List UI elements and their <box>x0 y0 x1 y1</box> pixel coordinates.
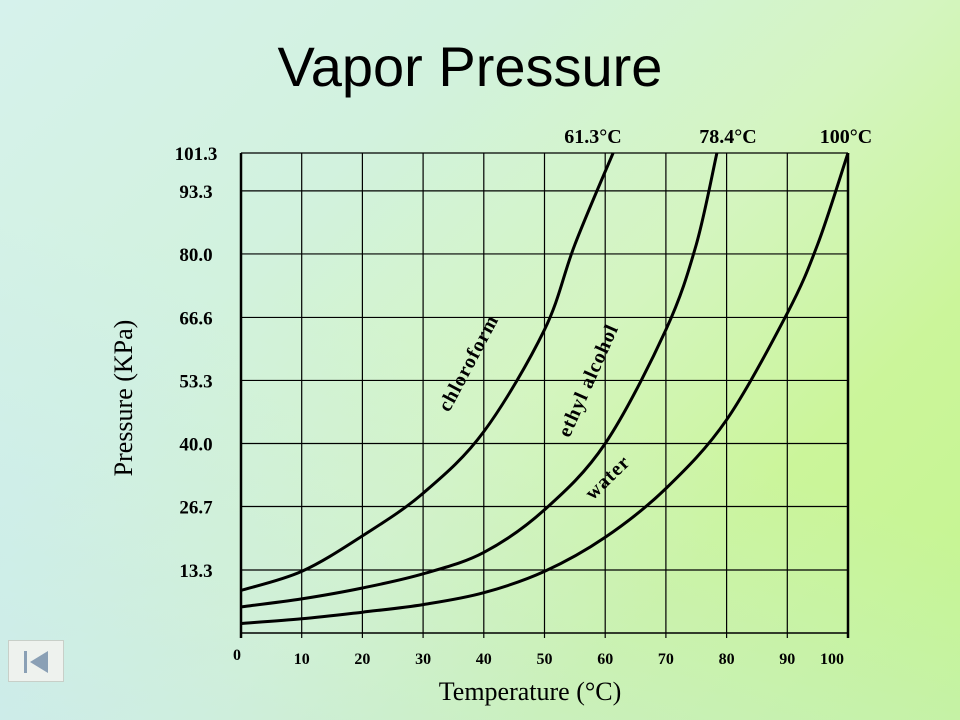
x-tick-label: 50 <box>537 651 553 668</box>
y-tick-labels: 13.3 26.7 40.0 53.3 66.6 80.0 93.3 101.3 <box>175 144 218 582</box>
series-line-water <box>240 152 850 625</box>
y-tick-label: 13.3 <box>179 561 212 582</box>
x-tick-label: 40 <box>476 651 492 668</box>
x-tick-label: 10 <box>294 651 310 668</box>
series-line-ethyl-alcohol <box>240 152 719 609</box>
y-tick-label: 53.3 <box>179 371 212 392</box>
x-axis-title: Temperature (°C) <box>439 677 622 706</box>
y-tick-label: 80.0 <box>179 245 212 266</box>
x-tick-label: 30 <box>415 651 431 668</box>
boiling-point-label: 78.4°C <box>699 126 756 148</box>
y-tick-label: 40.0 <box>179 434 212 455</box>
boiling-point-label: 61.3°C <box>564 126 621 148</box>
boiling-point-labels: 61.3°C 78.4°C 100°C <box>564 126 872 148</box>
x-tick-label: 80 <box>719 651 735 668</box>
first-slide-icon <box>24 651 27 673</box>
page-title: Vapor Pressure <box>277 35 663 98</box>
y-tick-label: 101.3 <box>175 144 218 165</box>
x-tick-label: 0 <box>233 647 241 664</box>
x-tick-label: 60 <box>597 651 613 668</box>
x-tick-label: 70 <box>658 651 674 668</box>
first-slide-button[interactable] <box>8 640 64 682</box>
x-tick-label: 100 <box>820 651 844 668</box>
series-line-chloroform <box>240 152 615 592</box>
series-label: chloroform <box>434 311 503 415</box>
x-tick-labels: 0 10 20 30 40 50 60 70 80 90 100 <box>233 647 844 668</box>
y-axis-title: Pressure (KPa) <box>109 320 138 477</box>
y-tick-label: 26.7 <box>179 497 213 518</box>
series-label: water <box>581 451 635 504</box>
x-tick-label: 90 <box>779 651 795 668</box>
back-arrow-icon <box>30 651 48 673</box>
grid <box>239 152 850 638</box>
y-tick-label: 66.6 <box>179 308 212 329</box>
series-curves <box>240 152 850 625</box>
boiling-point-label: 100°C <box>820 126 872 148</box>
y-tick-label: 93.3 <box>179 182 212 203</box>
x-tick-label: 20 <box>354 651 370 668</box>
